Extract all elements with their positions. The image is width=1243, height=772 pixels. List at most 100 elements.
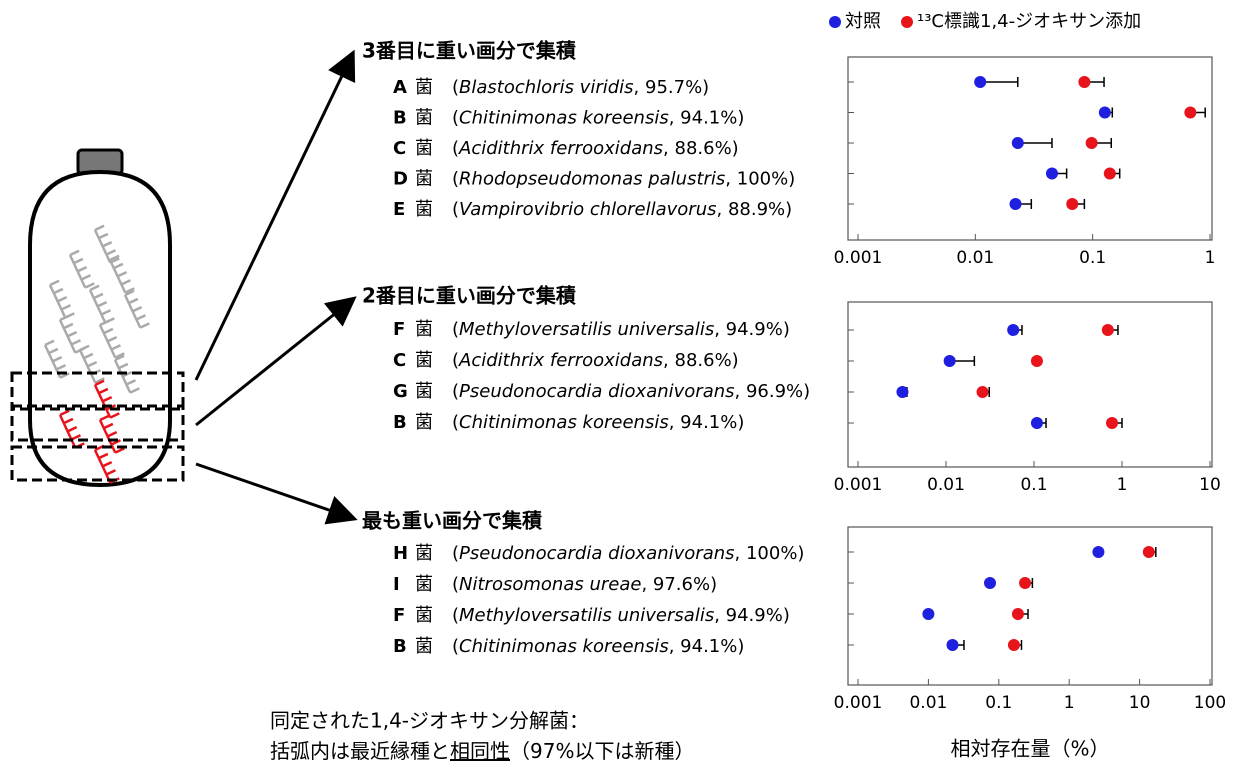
strain-letter: B: [393, 108, 407, 129]
dot: [1102, 324, 1114, 336]
note-title: 同定された1,4-ジオキサン分解菌：: [270, 709, 589, 733]
strain-label: (Methyloversatilis universalis, 94.9%): [452, 605, 790, 626]
dot: [944, 355, 956, 367]
x-tick-label: 0.001: [834, 475, 883, 495]
strain-kanji: 菌: [415, 77, 433, 98]
label-part: , 88.9%): [717, 199, 793, 220]
label-part: , 97.6%): [641, 574, 717, 595]
label-part: , 94.9%): [714, 605, 790, 626]
dot: [1046, 168, 1058, 180]
x-tick-label: 0.01: [956, 248, 994, 268]
label-part: Methyloversatilis universalis: [459, 319, 714, 340]
strain-label: (Chitinimonas koreensis, 94.1%): [452, 636, 744, 657]
label-part: (: [452, 381, 459, 402]
group-heading: 2番目に重い画分で集積: [362, 284, 577, 308]
x-tick-label: 0.1: [1079, 248, 1106, 268]
dot: [1008, 639, 1020, 651]
dot: [1010, 198, 1022, 210]
label-part: Pseudonocardia dioxanivorans: [459, 543, 735, 564]
label-part: , 94.1%): [669, 108, 745, 129]
strain-label: (Nitrosomonas ureae, 97.6%): [452, 574, 717, 595]
strain-kanji: 菌: [415, 412, 433, 433]
dot: [1031, 355, 1043, 367]
dot: [1104, 168, 1116, 180]
legend-marker: [901, 16, 913, 28]
x-tick-label: 1: [1117, 475, 1128, 495]
strain-kanji: 菌: [415, 169, 433, 190]
group-heading: 3番目に重い画分で集積: [362, 39, 577, 63]
label-part: (: [452, 169, 459, 190]
dot: [1092, 546, 1104, 558]
label-part: (: [452, 543, 459, 564]
plot-frame: [848, 527, 1212, 685]
label-part: (: [452, 108, 459, 129]
dot: [977, 386, 989, 398]
dot: [1012, 137, 1024, 149]
strain-letter: F: [393, 605, 405, 626]
label-part: Nitrosomonas ureae: [459, 574, 641, 595]
strain-label: (Acidithrix ferrooxidans, 88.6%): [452, 138, 739, 159]
label-part: Chitinimonas koreensis: [459, 108, 669, 129]
label-part: , 94.1%): [669, 636, 745, 657]
legend-marker: [829, 16, 841, 28]
label-part: Acidithrix ferrooxidans: [458, 138, 663, 159]
strain-letter: H: [393, 543, 408, 564]
x-axis-label: 相対存在量（%）: [950, 737, 1109, 761]
bottle: [12, 55, 352, 518]
label-part: (: [452, 574, 459, 595]
strain-kanji: 菌: [415, 350, 433, 371]
label-part: Pseudonocardia dioxanivorans: [459, 381, 735, 402]
x-tick-label: 0.001: [834, 693, 883, 713]
strain-kanji: 菌: [415, 199, 433, 220]
label-part: Acidithrix ferrooxidans: [458, 350, 663, 371]
label-part: Vampirovibrio chlorellavorus: [459, 199, 716, 220]
label-part: , 95.7%): [634, 77, 710, 98]
label-part: , 94.1%): [669, 412, 745, 433]
strain-label: (Chitinimonas koreensis, 94.1%): [452, 108, 744, 129]
dot: [1106, 417, 1118, 429]
strain-letter: A: [393, 77, 407, 98]
x-tick-label: 1: [1064, 693, 1075, 713]
label-part: , 96.9%): [735, 381, 811, 402]
strain-label: (Pseudonocardia dioxanivorans, 100%): [452, 543, 804, 564]
dot: [1184, 107, 1196, 119]
strain-letter: G: [393, 381, 408, 402]
dot: [1019, 577, 1031, 589]
bottle-body: [30, 172, 170, 485]
note-part: （97%以下は新種）: [510, 739, 694, 763]
strain-letter: C: [393, 350, 406, 371]
strain-kanji: 菌: [415, 381, 433, 402]
x-tick-label: 0.1: [1020, 475, 1047, 495]
dot: [1031, 417, 1043, 429]
strain-label: (Rhodopseudomonas palustris, 100%): [452, 169, 795, 190]
label-part: , 100%): [735, 543, 805, 564]
x-tick-label: 0.001: [834, 248, 883, 268]
label-part: Chitinimonas koreensis: [459, 636, 669, 657]
label-part: (: [452, 77, 459, 98]
strain-label: (Vampirovibrio chlorellavorus, 88.9%): [452, 199, 792, 220]
strain-label: (Acidithrix ferrooxidans, 88.6%): [452, 350, 739, 371]
label-part: (: [452, 350, 459, 371]
strain-kanji: 菌: [415, 574, 433, 595]
x-tick-label: 100: [1194, 693, 1226, 713]
label-part: (: [452, 636, 459, 657]
strain-letter: I: [393, 574, 400, 595]
strain-label: (Methyloversatilis universalis, 94.9%): [452, 319, 790, 340]
label-part: Rhodopseudomonas palustris: [459, 169, 725, 190]
strain-letter: B: [393, 636, 407, 657]
strain-letter: D: [393, 169, 408, 190]
x-tick-label: 0.01: [909, 693, 947, 713]
x-tick-label: 0.01: [927, 475, 965, 495]
strain-kanji: 菌: [415, 319, 433, 340]
label-part: (: [452, 412, 459, 433]
strain-label: (Pseudonocardia dioxanivorans, 96.9%): [452, 381, 810, 402]
dot: [1078, 76, 1090, 88]
strain-label: (Blastochloris viridis, 95.7%): [452, 77, 709, 98]
x-tick-label: 1: [1205, 248, 1216, 268]
dot: [1007, 324, 1019, 336]
dot: [922, 608, 934, 620]
dot: [974, 76, 986, 88]
strain-letter: B: [393, 412, 407, 433]
strain-kanji: 菌: [415, 636, 433, 657]
strain-label: (Chitinimonas koreensis, 94.1%): [452, 412, 744, 433]
